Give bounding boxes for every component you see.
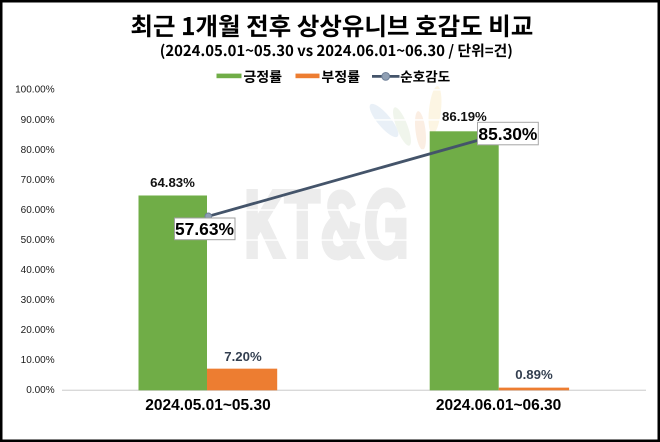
svg-text:100.00%: 100.00% xyxy=(15,85,55,96)
svg-text:2024.06.01~06.30: 2024.06.01~06.30 xyxy=(436,397,561,414)
svg-text:2024.05.01~05.30: 2024.05.01~05.30 xyxy=(145,397,270,414)
svg-text:70.00%: 70.00% xyxy=(21,175,55,186)
svg-text:0.00%: 0.00% xyxy=(26,385,54,396)
svg-text:10.00%: 10.00% xyxy=(21,355,55,366)
svg-text:60.00%: 60.00% xyxy=(21,205,55,216)
svg-text:50.00%: 50.00% xyxy=(21,235,55,246)
svg-text:64.83%: 64.83% xyxy=(150,175,195,190)
svg-text:40.00%: 40.00% xyxy=(21,265,55,276)
svg-text:0.89%: 0.89% xyxy=(515,367,553,382)
svg-text:57.63%: 57.63% xyxy=(175,219,234,239)
svg-text:7.20%: 7.20% xyxy=(224,349,262,364)
svg-text:20.00%: 20.00% xyxy=(21,325,55,336)
svg-text:90.00%: 90.00% xyxy=(21,115,55,126)
svg-text:85.30%: 85.30% xyxy=(478,124,537,144)
svg-text:80.00%: 80.00% xyxy=(21,145,55,156)
svg-text:30.00%: 30.00% xyxy=(21,295,55,306)
svg-text:86.19%: 86.19% xyxy=(442,109,487,124)
